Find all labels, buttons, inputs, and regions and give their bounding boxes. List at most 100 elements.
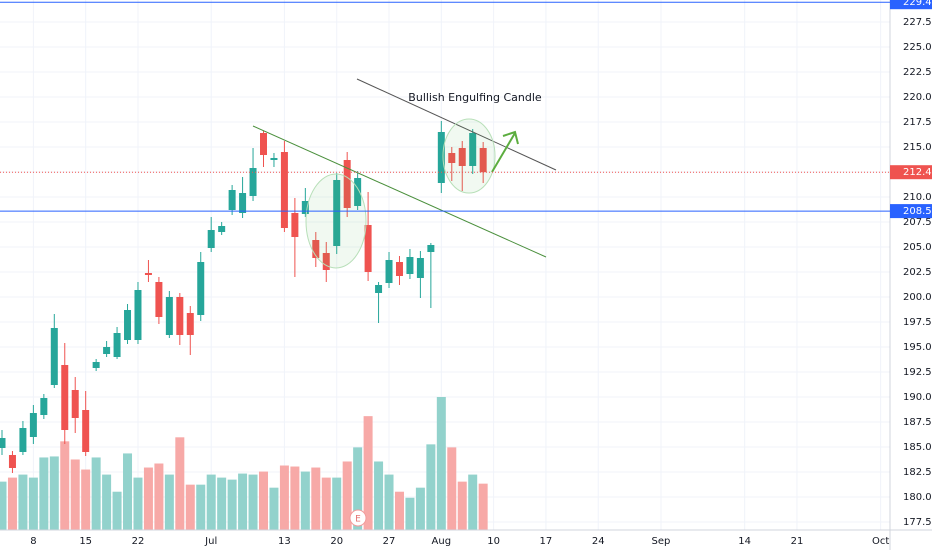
x-tick-label: 22 [132,536,145,547]
candle-body [61,365,69,430]
y-tick-label: 185.00 [903,442,932,453]
volume-bar [0,481,7,530]
candle-body [333,180,341,246]
x-tick-label: Aug [432,536,452,547]
volume-bar [7,477,17,530]
volume-bar [206,474,216,530]
volume-bar [227,479,237,530]
volume-bar [290,466,300,530]
volume-bar [70,459,80,530]
candle-body [29,413,37,437]
candle-body [40,398,48,415]
volume-bar [374,461,384,530]
y-tick-label: 210.00 [903,192,932,203]
candle-body [50,328,58,385]
y-tick-label: 207.50 [903,217,932,228]
x-tick-label: Sep [652,536,671,547]
candle-body [239,193,247,213]
annotation: Bullish Engulfing Candle [408,91,542,104]
highlight-ellipse [305,173,367,269]
y-tick-label: 222.50 [903,67,932,78]
event-marker [349,509,367,527]
candle-body [395,262,403,276]
candle-layer [0,121,487,473]
x-tick-label: 10 [487,536,500,547]
x-tick-label: 27 [383,536,396,547]
candle-body [144,273,152,275]
candle-body [312,240,320,258]
y-tick-label: 202.50 [903,267,932,278]
candle-body [92,362,100,368]
volume-bar [384,474,394,530]
highlight-ellipse [442,118,496,194]
candle-body [165,297,173,335]
volume-bar [321,477,331,530]
y-tick-label: 227.50 [903,17,932,28]
y-tick-label: 225.00 [903,42,932,53]
volume-bar [81,469,91,530]
volume-bar [112,491,122,530]
candle-body [322,253,330,270]
volume-layer [0,397,488,530]
volume-bar [436,397,446,530]
volume-bar [102,474,112,530]
candle-body [364,225,372,272]
volume-bar [60,441,70,530]
volume-bar [426,444,436,530]
volume-bar [28,477,38,530]
candle-body [124,310,132,340]
candle-body [134,290,142,340]
candle-body [406,257,414,274]
y-tick-label: 200.00 [903,292,932,303]
candle-body [427,245,435,252]
volume-bar [468,474,478,530]
x-tick-label: Oct [872,536,889,547]
price-label: 212.48 [903,167,932,178]
drawings: Bullish Engulfing Candle E [252,78,557,527]
x-tick-label: 21 [791,536,804,547]
y-tick-label: 205.00 [903,242,932,253]
candle-body [416,258,424,278]
candle-body [228,190,236,210]
volume-bar [269,487,279,530]
volume-bar [311,467,321,530]
volume-bar [342,461,352,530]
volume-bar [332,477,342,530]
volume-bar [91,457,101,530]
volume-bar [447,447,457,530]
volume-bar [363,416,373,530]
y-tick-label: 217.50 [903,117,932,128]
volume-bar [405,497,415,530]
candle-body [469,133,477,166]
candle-body [0,438,6,448]
price-label: 229.48 [903,0,932,8]
x-tick-label: 17 [540,536,553,547]
volume-bar [133,477,143,530]
y-tick-label: 192.50 [903,367,932,378]
candle-body [270,158,278,160]
x-tick-label: 20 [330,536,343,547]
candle-body [280,152,288,228]
candle-body [375,285,383,293]
volume-bar [415,487,425,530]
volume-bar [394,491,404,530]
volume-bar [457,481,467,530]
volume-bar [478,483,488,530]
x-tick-label: Jul [204,536,217,547]
volume-bar [259,471,268,530]
x-tick-label: 8 [30,536,36,547]
y-tick-label: 215.00 [903,142,932,153]
x-tick-label: 13 [278,536,291,547]
volume-bar [175,437,185,530]
candle-body [113,333,121,357]
candle-body [103,347,111,354]
price-label-box [890,165,932,180]
candle-body [8,455,16,468]
candle-body [249,168,257,196]
volume-bar [279,465,289,530]
x-tick-label: 15 [79,536,92,547]
candle-body [291,213,299,237]
candle-body [343,160,351,208]
